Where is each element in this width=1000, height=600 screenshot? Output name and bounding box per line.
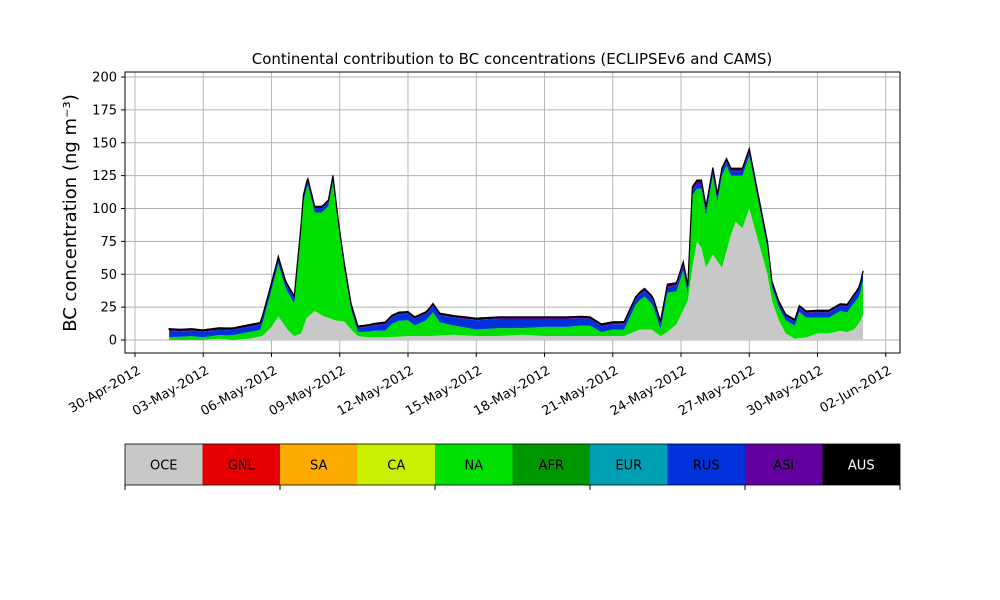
area-na [169, 155, 863, 340]
x-tick-label: 24-May-2012 [608, 363, 690, 419]
area-oce [169, 208, 863, 340]
legend-swatch-rus [667, 444, 745, 485]
legend-swatch-asi [745, 444, 823, 485]
y-axis-ticks: 0 25 50 75 100 125 150 175 200 [92, 71, 125, 349]
x-tick-label: 03-May-2012 [130, 363, 212, 419]
x-tick-label: 15-May-2012 [403, 363, 485, 419]
legend-frame [124, 443, 901, 486]
plot-frame [124, 71, 901, 354]
y-axis-label-unit: (ng m⁻³) [60, 94, 81, 171]
legend-label-sa: SA [310, 459, 327, 474]
y-tick-label: 50 [100, 268, 117, 283]
x-tick-label: 02-Jun-2012 [817, 363, 894, 416]
x-tick-label: 30-May-2012 [744, 363, 826, 419]
legend-swatch-na [435, 444, 513, 485]
legend-swatch-oce [125, 444, 203, 485]
legend-label-asi: ASI [773, 459, 794, 474]
legend-label-gnl: GNL [228, 459, 256, 474]
x-tick-label: 09-May-2012 [267, 363, 349, 419]
area-aus [168, 146, 864, 332]
y-tick-label: 150 [92, 136, 117, 151]
x-tick-label: 06-May-2012 [198, 363, 280, 419]
legend-label-aus: AUS [848, 459, 875, 474]
legend-label-rus: RUS [693, 459, 720, 474]
x-tick-label: 21-May-2012 [540, 363, 622, 419]
legend-swatch-afr [512, 444, 590, 485]
legend-label-afr: AFR [539, 459, 564, 474]
legend-swatch-ca [357, 444, 435, 485]
legend-swatch-sa [280, 444, 358, 485]
y-tick-label: 25 [100, 301, 117, 316]
y-axis-label: BC concentration (ng m⁻³) [60, 94, 81, 332]
y-tick-label: 100 [92, 202, 117, 217]
x-axis-ticks: 30-Apr-201203-May-201206-May-201209-May-… [66, 353, 894, 419]
x-tick-label: 18-May-2012 [471, 363, 553, 419]
y-axis-label-text: BC concentration [60, 177, 81, 332]
legend-label-oce: OCE [150, 459, 178, 474]
y-tick-label: 200 [92, 71, 117, 86]
legend-swatch-aus [822, 444, 900, 485]
legend-colorbar: OCE GNL SA CA NA AFR EUR RUS ASI AUS [124, 443, 901, 490]
chart-title: Continental contribution to BC concentra… [252, 50, 773, 68]
y-tick-label: 0 [109, 334, 117, 349]
y-tick-label: 125 [92, 169, 117, 184]
stacked-areas [168, 146, 864, 340]
x-tick-label: 12-May-2012 [335, 363, 417, 419]
legend-label-ca: CA [387, 459, 405, 474]
x-tick-label: 27-May-2012 [676, 363, 758, 419]
legend-label-na: NA [464, 459, 483, 474]
grid-layer [125, 72, 900, 353]
y-tick-label: 175 [92, 103, 117, 118]
legend-swatch-gnl [202, 444, 280, 485]
legend-label-eur: EUR [615, 459, 642, 474]
y-tick-label: 75 [100, 235, 117, 250]
legend-swatch-eur [590, 444, 668, 485]
